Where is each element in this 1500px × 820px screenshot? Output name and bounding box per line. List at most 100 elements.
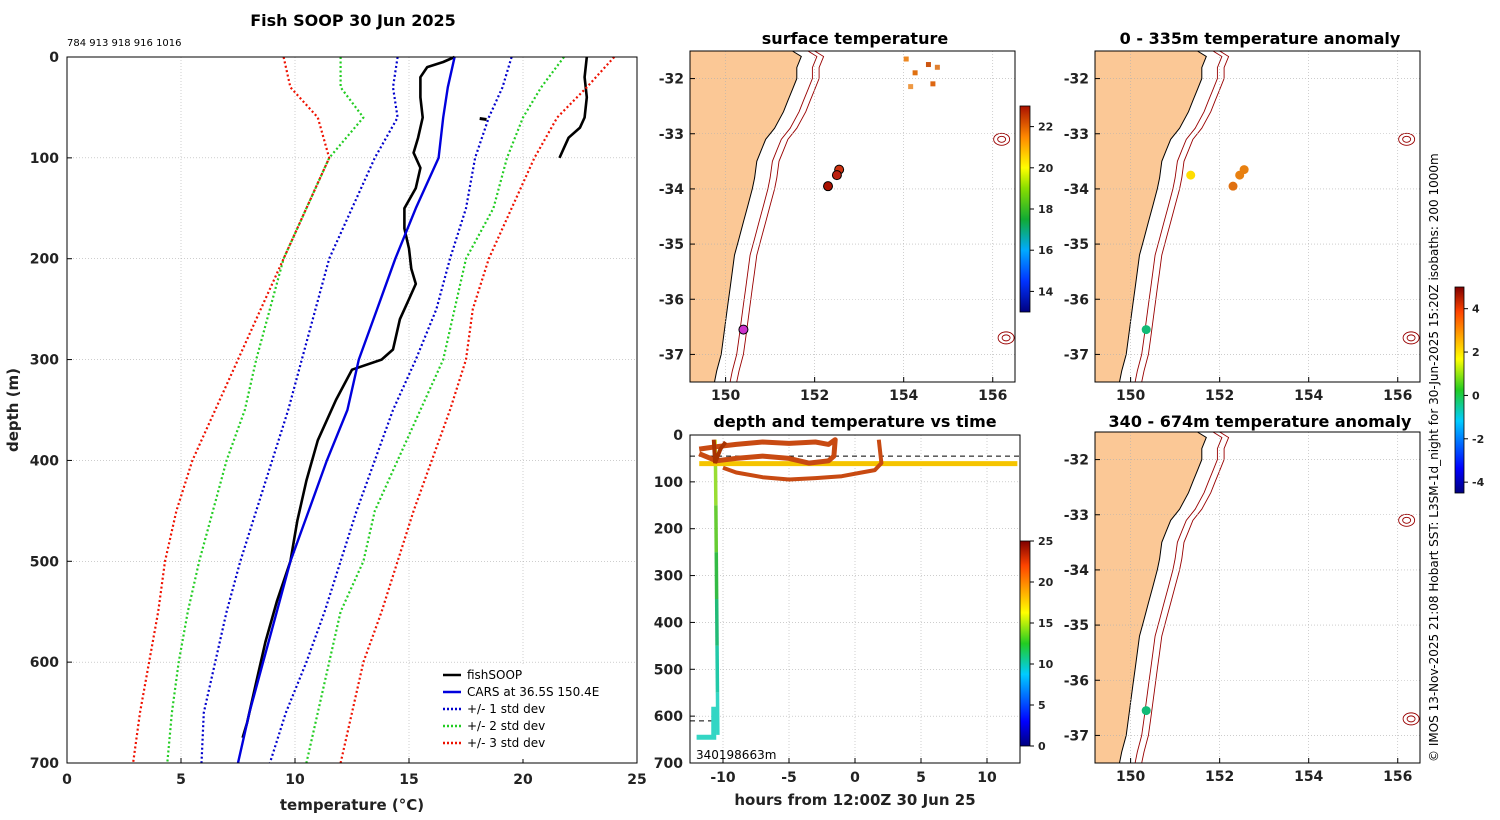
map-y-tick-label: -36	[1064, 673, 1089, 689]
profile-series-6	[305, 56, 565, 764]
isobath-200m	[1134, 431, 1223, 764]
dt-x-tick-label: -5	[781, 770, 797, 786]
map-y-tick-label: -33	[1064, 127, 1089, 143]
seamount-contour-inner	[997, 135, 1007, 143]
profile-series-5	[166, 57, 365, 764]
map-sst-colorbar: 14 16 18 20 22	[1019, 105, 1054, 313]
map-y-tick-label: -36	[659, 292, 684, 308]
colorbar-tick-label: 2	[1472, 346, 1480, 359]
colorbar-tick-label: 14	[1038, 285, 1054, 298]
seamount-contour-inner	[1406, 334, 1416, 342]
profile-series-1	[558, 56, 589, 159]
profile-y-tick-label: 700	[30, 756, 59, 772]
seamount-contour	[997, 331, 1015, 345]
dt-orange-trace-3	[711, 439, 728, 464]
map-anom-bottom-panel: 340 - 674m temperature anomaly 150 152 154…	[1064, 412, 1421, 785]
isobath-200m	[729, 50, 818, 383]
profile-series-4	[268, 56, 513, 764]
map-y-tick-label: -32	[1064, 453, 1089, 469]
map-point	[823, 181, 834, 192]
profile-y-tick-label: 600	[30, 655, 59, 671]
dt-y-tick-label: 700	[654, 756, 683, 772]
profile-y-label: depth (m)	[4, 368, 22, 452]
map-axes-box	[1094, 50, 1421, 383]
map-anom-bottom-title: 340 - 674m temperature anomaly	[1109, 412, 1412, 431]
dt-deep-trace-bottom	[696, 706, 717, 740]
dt-y-tick-label: 0	[673, 428, 683, 444]
profile-x-tick-label: 20	[513, 772, 533, 788]
map-sst-title: surface temperature	[762, 29, 949, 48]
colorbar-tick-label: 10	[1038, 658, 1054, 671]
anomaly-colorbar-ticks: -4 -2 0 2 4	[1464, 303, 1485, 489]
map-y-tick-label: -33	[659, 127, 684, 143]
map-point	[1141, 325, 1151, 335]
colorbar-tick-label: 25	[1038, 535, 1053, 548]
profile-fish-fragment	[479, 117, 487, 122]
map-anom-top-title: 0 - 335m temperature anomaly	[1120, 29, 1401, 48]
colorbar-tick-label: 5	[1038, 699, 1046, 712]
dt-colorbar-bar	[1019, 540, 1031, 747]
map-x-tick-label: 152	[1205, 769, 1234, 785]
dt-y-tick-label: 500	[654, 662, 683, 678]
colorbar-tick-label: -4	[1472, 476, 1485, 489]
colorbar-tick-label: -2	[1472, 433, 1484, 446]
sst-pixel	[903, 56, 909, 62]
sst-pixel	[934, 64, 940, 70]
depth-time-x-label: hours from 12:00Z 30 Jun 25	[734, 791, 975, 809]
map-x-tick-label: 154	[889, 388, 918, 404]
map-point	[831, 170, 842, 181]
colorbar-tick-label: 0	[1038, 740, 1046, 753]
colorbar-tick-label: 0	[1472, 389, 1480, 402]
map-y-tick-label: -35	[659, 237, 684, 253]
depth-time-x-ticks: -10 -5 0 5 10	[710, 758, 997, 786]
profile-x-tick-label: 5	[176, 772, 186, 788]
map-y-tick-label: -32	[659, 72, 684, 88]
depth-time-data	[696, 437, 1018, 740]
map-y-tick-label: -36	[1064, 292, 1089, 308]
dt-x-tick-label: 10	[977, 770, 997, 786]
anomaly-colorbar: -4 -2 0 2 4	[1454, 286, 1485, 494]
map-point	[1141, 706, 1151, 716]
colorbar-tick-label: 18	[1038, 203, 1053, 216]
depth-time-title: depth and temperature vs time	[713, 412, 996, 431]
dt-orange-trace-2	[722, 439, 884, 482]
isobath-200m	[1134, 50, 1223, 383]
map-sst-body: 150 152 154 156 -32 -33 -34 -35 -36 -37	[659, 50, 1016, 404]
profile-y-tick-label: 500	[30, 554, 59, 570]
map-y-tick-label: -34	[1064, 182, 1090, 198]
sst-colorbar-ticks: 14 16 18 20 22	[1030, 121, 1054, 298]
dt-y-tick-label: 600	[654, 709, 683, 725]
colorbar-tick-label: 20	[1038, 576, 1054, 589]
depth-time-axes-box	[689, 434, 1021, 764]
profile-cast-ids: 784 913 918 916 1016	[67, 38, 182, 49]
seamount-contour	[993, 132, 1011, 146]
profile-y-tick-label: 200	[30, 252, 59, 268]
depth-time-colorbar: 0 5 10 15 20 25	[1019, 535, 1054, 753]
anomaly-colorbar-bar	[1454, 286, 1465, 494]
map-y-tick-label: -37	[1064, 347, 1089, 363]
map-y-tick-label: -37	[1064, 728, 1089, 744]
profile-series-8	[339, 56, 616, 764]
map-x-tick-label: 156	[978, 388, 1007, 404]
profile-series-3	[200, 56, 399, 764]
profile-x-tick-label: 15	[399, 772, 418, 788]
legend-fish: fishSOOP	[467, 668, 522, 682]
profile-y-tick-label: 0	[49, 50, 59, 66]
side-credit-text: © IMOS 13-Nov-2025 21:08 Hobart SST: L3S…	[1427, 153, 1441, 762]
legend-box	[438, 664, 634, 759]
sst-pixel	[925, 62, 931, 68]
map-point	[738, 324, 749, 335]
map-x-tick-label: 152	[800, 388, 829, 404]
profile-axes-box	[66, 56, 638, 764]
dt-y-tick-label: 100	[654, 475, 683, 491]
profile-series-7	[132, 56, 331, 764]
profile-x-tick-label: 10	[285, 772, 305, 788]
dt-y-tick-label: 200	[654, 522, 683, 538]
colorbar-tick-label: 16	[1038, 244, 1054, 257]
dt-colorbar-ticks: 0 5 10 15 20 25	[1030, 535, 1054, 753]
depth-time-annotation: 340198663m	[696, 748, 776, 762]
seamount-contour	[1398, 132, 1416, 146]
map-x-tick-label: 154	[1294, 388, 1323, 404]
profile-series-0	[241, 55, 456, 739]
